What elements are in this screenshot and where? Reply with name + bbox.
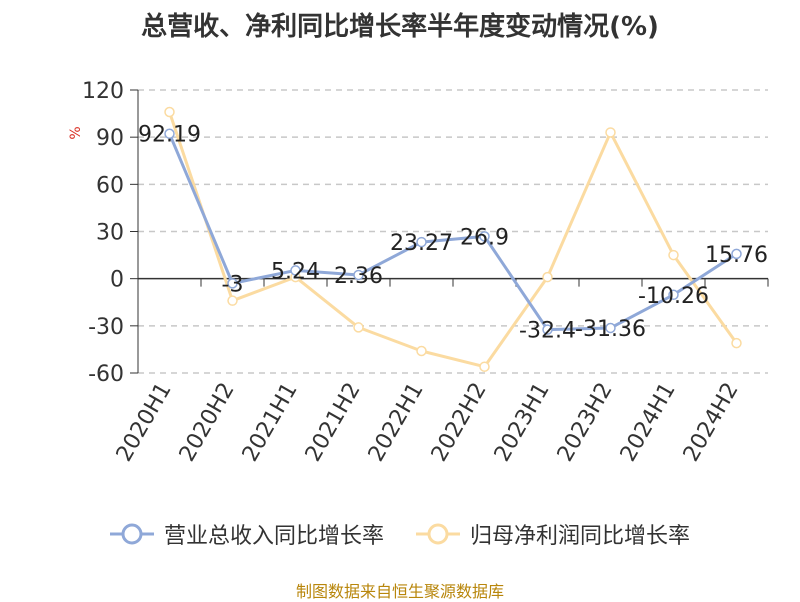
x-tick-label: 2021H1 xyxy=(238,379,303,466)
revenue-data-point xyxy=(290,265,301,276)
net-profit-data-point xyxy=(353,322,364,333)
net-profit-data-point xyxy=(605,127,616,138)
revenue-data-point xyxy=(542,324,553,335)
data-label: 23.27 xyxy=(390,231,453,256)
chart-title: 总营收、净利同比增长率半年度变动情况(%) xyxy=(141,12,659,42)
net-profit-data-point xyxy=(542,271,553,283)
x-tick-label: 2020H2 xyxy=(175,379,240,466)
x-tick-label: 2022H2 xyxy=(427,379,492,466)
x-tick-label: 2021H2 xyxy=(301,379,366,466)
revenue-data-point xyxy=(416,236,427,248)
revenue-data-point xyxy=(668,289,679,301)
legend: 营业总收入同比增长率 归母净利润同比增长率 xyxy=(0,518,800,550)
legend-label-revenue: 营业总收入同比增长率 xyxy=(163,524,384,549)
revenue-data-point xyxy=(353,269,364,281)
data-label: 92.19 xyxy=(138,123,201,148)
y-axis-label: % xyxy=(68,126,84,139)
net-profit-data-point xyxy=(164,106,175,118)
net-profit-data-point xyxy=(668,249,679,261)
legend-item-revenue[interactable]: 营业总收入同比增长率 xyxy=(109,518,384,550)
x-tick-label: 2023H2 xyxy=(553,379,618,466)
y-tick-label: 120 xyxy=(82,79,124,104)
data-label: 15.76 xyxy=(705,243,768,268)
legend-label-net-profit: 归母净利润同比增长率 xyxy=(470,524,691,549)
x-tick-label: 2024H1 xyxy=(616,379,681,466)
data-label: -10.26 xyxy=(638,284,709,309)
y-tick-label: -60 xyxy=(88,362,124,387)
data-label: -31.36 xyxy=(575,317,646,342)
net-profit-data-point xyxy=(479,361,490,372)
data-label: 26.9 xyxy=(460,225,509,250)
y-tick-label: 0 xyxy=(110,268,124,293)
line-marker-icon xyxy=(416,523,460,545)
revenue-data-point xyxy=(479,231,490,242)
revenue-growth-line xyxy=(168,133,738,332)
data-label: 2.36 xyxy=(334,264,383,289)
y-axis: -60 -30 0 30 60 90 120% xyxy=(68,79,139,387)
series-lines xyxy=(164,106,742,372)
data-source: 制图数据来自恒生聚源数据库 xyxy=(295,582,504,601)
y-tick-label: -30 xyxy=(88,315,124,340)
revenue-data-point xyxy=(227,278,238,289)
line-marker-icon xyxy=(109,523,154,545)
legend-item-net-profit[interactable]: 归母净利润同比增长率 xyxy=(416,518,690,550)
net-profit-data-point xyxy=(227,295,238,306)
revenue-data-point xyxy=(164,128,175,139)
net-profit-data-point xyxy=(416,345,427,357)
net-profit-data-point xyxy=(731,337,742,349)
x-tick-label: 2022H1 xyxy=(364,379,429,466)
grid-lines xyxy=(138,89,768,374)
net-profit-growth-line xyxy=(168,111,738,369)
data-label: 5.24 xyxy=(271,259,320,284)
x-tick-label: 2024H2 xyxy=(679,379,744,466)
revenue-data-point xyxy=(605,322,616,334)
y-tick-label: 30 xyxy=(96,221,124,246)
data-label: -3 xyxy=(222,272,244,297)
data-label: -32.4 xyxy=(519,319,576,344)
y-tick-label: 90 xyxy=(96,126,124,151)
y-tick-label: 60 xyxy=(96,173,124,198)
revenue-data-point xyxy=(731,248,742,260)
x-tick-label: 2023H1 xyxy=(490,379,555,466)
data-labels: 92.19 -3 5.24 2.36 23.27 26.9 -32.4 -31.36 -10.2… xyxy=(138,123,768,344)
x-tick-label: 2020H1 xyxy=(112,379,177,466)
